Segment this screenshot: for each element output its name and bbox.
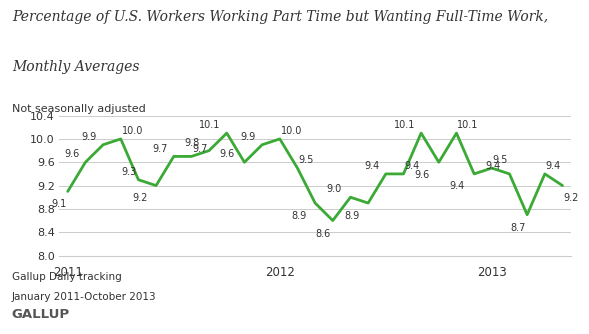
Text: 9.2: 9.2 bbox=[563, 193, 579, 203]
Text: 10.1: 10.1 bbox=[393, 120, 415, 130]
Text: 10.0: 10.0 bbox=[281, 126, 302, 136]
Text: 9.4: 9.4 bbox=[485, 161, 501, 171]
Text: Monthly Averages: Monthly Averages bbox=[12, 60, 139, 74]
Text: Percentage of U.S. Workers Working Part Time but Wanting Full-Time Work,: Percentage of U.S. Workers Working Part … bbox=[12, 10, 548, 24]
Text: 10.1: 10.1 bbox=[458, 120, 479, 130]
Text: 9.2: 9.2 bbox=[132, 193, 147, 203]
Text: 8.9: 8.9 bbox=[344, 211, 359, 221]
Text: 8.6: 8.6 bbox=[316, 229, 331, 239]
Text: 9.4: 9.4 bbox=[405, 161, 419, 171]
Text: 9.1: 9.1 bbox=[52, 199, 67, 209]
Text: 9.6: 9.6 bbox=[220, 149, 234, 159]
Text: 10.0: 10.0 bbox=[122, 126, 143, 136]
Text: Not seasonally adjusted: Not seasonally adjusted bbox=[12, 104, 145, 114]
Text: 9.6: 9.6 bbox=[415, 170, 430, 180]
Text: 9.4: 9.4 bbox=[546, 161, 561, 171]
Text: 9.0: 9.0 bbox=[326, 184, 342, 194]
Text: 9.9: 9.9 bbox=[241, 132, 256, 142]
Text: 9.7: 9.7 bbox=[152, 144, 168, 154]
Text: 9.4: 9.4 bbox=[449, 181, 465, 191]
Text: January 2011-October 2013: January 2011-October 2013 bbox=[12, 292, 157, 302]
Text: 9.5: 9.5 bbox=[299, 155, 314, 165]
Text: 9.8: 9.8 bbox=[184, 138, 199, 148]
Text: 8.7: 8.7 bbox=[510, 223, 525, 233]
Text: 8.9: 8.9 bbox=[291, 211, 306, 221]
Text: 10.1: 10.1 bbox=[199, 120, 221, 130]
Text: 9.5: 9.5 bbox=[493, 155, 508, 165]
Text: 9.9: 9.9 bbox=[82, 132, 97, 142]
Text: 9.4: 9.4 bbox=[365, 161, 379, 171]
Text: 9.6: 9.6 bbox=[65, 149, 80, 159]
Text: GALLUP: GALLUP bbox=[12, 308, 70, 321]
Text: 9.7: 9.7 bbox=[193, 144, 208, 154]
Text: Gallup Daily tracking: Gallup Daily tracking bbox=[12, 272, 121, 282]
Text: 9.3: 9.3 bbox=[121, 167, 137, 177]
